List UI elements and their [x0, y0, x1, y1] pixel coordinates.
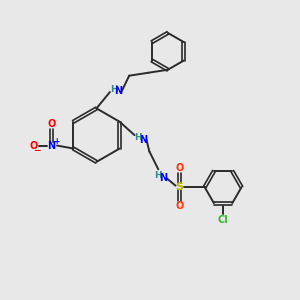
Text: N: N [159, 173, 167, 183]
Text: S: S [176, 182, 183, 192]
Text: O: O [29, 140, 37, 151]
Text: O: O [47, 119, 56, 129]
Text: N: N [114, 86, 122, 96]
Text: O: O [175, 163, 184, 173]
Text: N: N [139, 135, 147, 145]
Text: O: O [175, 202, 184, 212]
Text: H: H [110, 85, 117, 94]
Text: H: H [134, 133, 142, 142]
Text: N: N [48, 140, 56, 151]
Text: −: − [33, 146, 40, 155]
Text: Cl: Cl [218, 215, 229, 225]
Text: +: + [53, 136, 59, 146]
Text: H: H [154, 171, 162, 180]
